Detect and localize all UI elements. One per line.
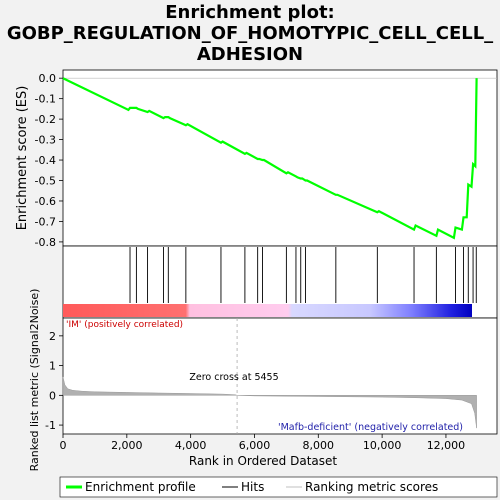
legend: Enrichment profile Hits Ranking metric s… — [59, 476, 498, 498]
x-tick-label: 8,000 — [303, 439, 335, 452]
metric-y-tick-label: -1 — [45, 419, 56, 432]
legend-enrichment-label: Enrichment profile — [85, 480, 196, 494]
es-y-tick-label: -0.4 — [35, 154, 56, 167]
es-y-tick-label: -0.8 — [35, 236, 56, 249]
es-y-tick-label: -0.5 — [35, 175, 56, 188]
title-line-3: ADHESION — [196, 44, 304, 65]
neg-correlated-label: 'Mafb-deficient' (negatively correlated) — [278, 422, 463, 433]
metric-y-axis: 2 1 0 -1 — [45, 330, 63, 432]
metric-y-tick-label: 0 — [49, 389, 56, 402]
ranking-metric-area — [62, 376, 477, 429]
title-line-1: Enrichment plot: — [165, 2, 335, 23]
es-y-tick-label: -0.1 — [35, 93, 56, 106]
legend-box — [59, 476, 498, 498]
es-y-tick-label: -0.2 — [35, 113, 56, 126]
zero-cross-label: Zero cross at 5455 — [189, 372, 278, 383]
x-tick-label: 12,000 — [427, 439, 466, 452]
metric-panel-frame — [62, 317, 498, 435]
x-tick-label: 10,000 — [363, 439, 402, 452]
pos-correlated-label: 'IM' (positively correlated) — [66, 320, 183, 330]
hits-group — [129, 247, 477, 303]
es-y-axis: 0.0 -0.1 -0.2 -0.3 -0.4 -0.5 -0.6 -0.7 -0.8 — [35, 72, 63, 249]
metric-group — [62, 318, 477, 434]
chart-title: Enrichment plot: GOBP_REGULATION_OF_HOMO… — [0, 2, 500, 65]
rank-color-bar — [63, 304, 472, 317]
enrichment-profile-line — [62, 77, 478, 240]
legend-metric-label: Ranking metric scores — [305, 480, 438, 494]
legend-hits-label: Hits — [241, 480, 264, 494]
x-axis-label: Rank in Ordered Dataset — [189, 454, 337, 468]
title-line-2: GOBP_REGULATION_OF_HOMOTYPIC_CELL_CELL_ — [6, 23, 494, 44]
es-curve-group — [62, 77, 497, 240]
x-tick-label: 6,000 — [239, 439, 271, 452]
metric-y-axis-label: Ranked list metric (Signal2Noise) — [28, 289, 41, 472]
es-y-tick-label: -0.6 — [35, 195, 56, 208]
x-tick-label: 0 — [60, 439, 67, 452]
es-y-axis-label: Enrichment score (ES) — [15, 86, 30, 231]
es-y-tick-label: 0.0 — [39, 72, 57, 85]
x-tick-label: 2,000 — [111, 439, 143, 452]
x-axis: 0 2,000 4,000 6,000 8,000 10,000 12,000 — [60, 434, 466, 452]
es-panel-frame — [62, 69, 498, 247]
es-y-tick-label: -0.3 — [35, 134, 56, 147]
metric-y-tick-label: 2 — [49, 330, 56, 343]
metric-y-tick-label: 1 — [49, 360, 56, 373]
es-y-tick-label: -0.7 — [35, 215, 56, 228]
x-tick-label: 4,000 — [175, 439, 207, 452]
